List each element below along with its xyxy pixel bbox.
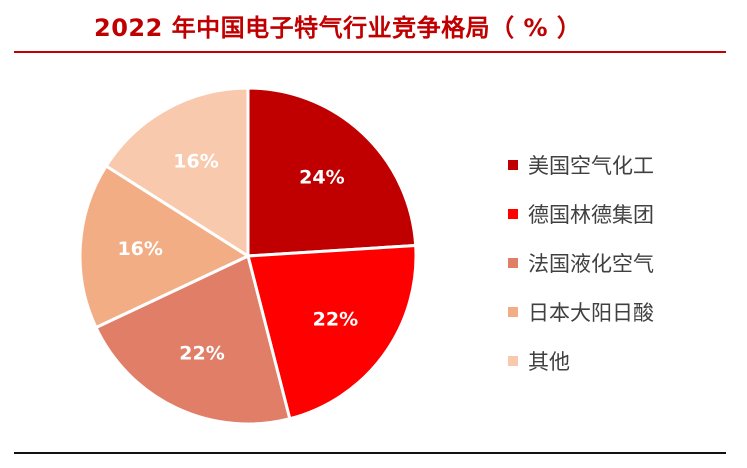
legend-swatch <box>508 257 518 268</box>
footer-divider <box>14 452 726 454</box>
legend-item: 日本大阳日酸 <box>508 287 654 336</box>
legend-swatch <box>508 159 518 170</box>
pie-slice-5 <box>104 86 250 258</box>
legend-label: 其他 <box>528 349 570 374</box>
legend-label: 美国空气化工 <box>528 153 654 178</box>
legend-item: 其他 <box>508 336 654 385</box>
legend-item: 德国林德集团 <box>508 189 654 238</box>
legend-item: 法国液化空气 <box>508 238 654 287</box>
legend-item: 美国空气化工 <box>508 140 654 189</box>
legend-label: 德国林德集团 <box>528 202 654 227</box>
slice-value-label: 22% <box>179 343 224 365</box>
legend-swatch <box>508 208 518 219</box>
chart-title: 2022 年中国电子特气行业竞争格局（ % ） <box>94 14 582 42</box>
slice-value-label: 22% <box>313 309 358 331</box>
title-divider <box>14 51 726 53</box>
pie-slice-4 <box>78 164 250 330</box>
pie-slice-3 <box>94 254 292 426</box>
slice-value-label: 24% <box>299 166 344 188</box>
legend-swatch <box>508 306 518 317</box>
chart-legend: 美国空气化工 德国林德集团 法国液化空气 日本大阳日酸 其他 <box>508 140 654 385</box>
pie-slice-2 <box>246 243 418 421</box>
pie-slice-1 <box>246 86 418 258</box>
legend-label: 日本大阳日酸 <box>528 300 654 325</box>
legend-label: 法国液化空气 <box>528 251 654 276</box>
slice-value-label: 16% <box>173 150 218 172</box>
legend-swatch <box>508 355 518 366</box>
slice-value-label: 16% <box>117 238 162 260</box>
